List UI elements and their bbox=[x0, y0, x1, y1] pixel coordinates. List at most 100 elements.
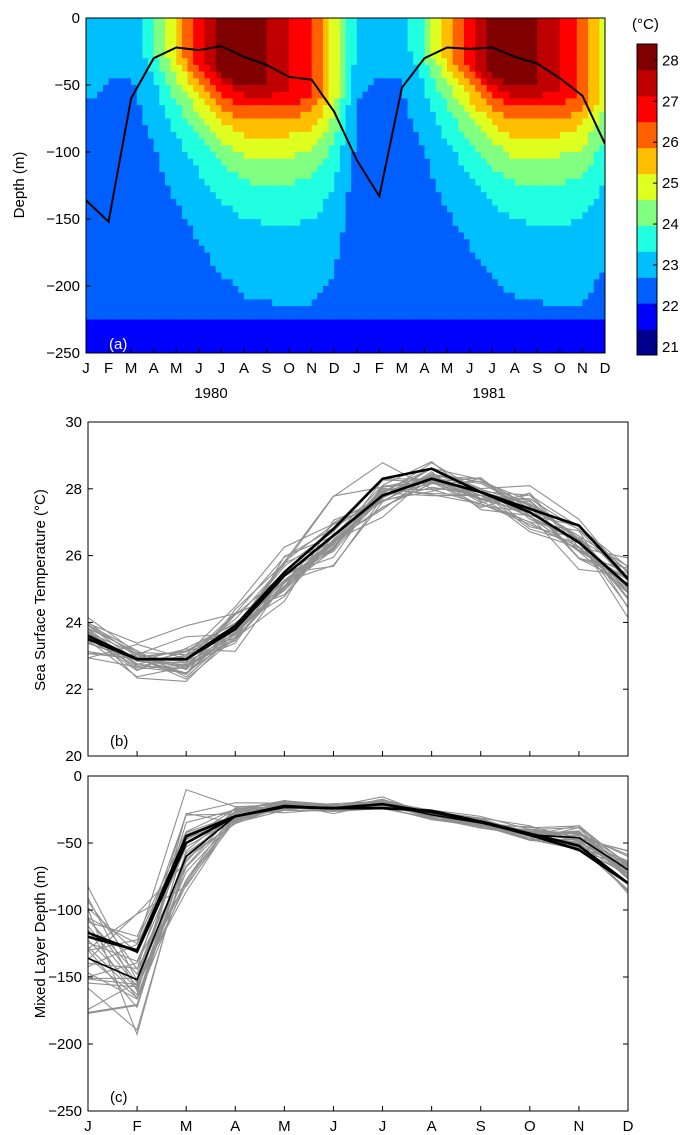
heatmap-cell bbox=[362, 306, 369, 314]
heatmap-cell bbox=[469, 232, 477, 240]
heatmap-cell bbox=[125, 38, 132, 46]
heatmap-cell bbox=[497, 105, 505, 113]
heatmap-cell bbox=[328, 172, 336, 180]
heatmap-cell bbox=[108, 346, 116, 353]
heatmap-cell bbox=[227, 85, 234, 93]
heatmap-cell bbox=[362, 98, 369, 106]
heatmap-cell bbox=[227, 292, 234, 301]
heatmap-cell bbox=[520, 265, 527, 274]
heatmap-cell bbox=[531, 332, 539, 341]
heatmap-cell bbox=[232, 306, 240, 314]
heatmap-cell bbox=[413, 225, 420, 234]
heatmap-cell bbox=[131, 64, 138, 73]
heatmap-cell bbox=[119, 319, 127, 327]
heatmap-cell bbox=[588, 158, 595, 167]
heatmap-cell bbox=[125, 85, 132, 93]
heatmap-cell bbox=[401, 58, 409, 66]
heatmap-cell bbox=[272, 225, 279, 234]
heatmap-cell bbox=[210, 205, 217, 214]
heatmap-cell bbox=[114, 212, 121, 220]
heatmap-cell bbox=[492, 292, 499, 301]
heatmap-cell bbox=[497, 279, 505, 287]
heatmap-cell bbox=[514, 64, 522, 73]
heatmap-cell bbox=[170, 118, 178, 126]
heatmap-cell bbox=[300, 326, 307, 334]
heatmap-cell bbox=[294, 85, 302, 93]
heatmap-cell bbox=[272, 85, 279, 93]
heatmap-cell bbox=[492, 71, 499, 80]
heatmap-cell bbox=[526, 259, 533, 267]
heatmap-cell bbox=[599, 272, 605, 281]
heatmap-cell bbox=[435, 232, 443, 240]
heatmap-cell bbox=[249, 332, 257, 341]
heatmap-cell bbox=[187, 98, 194, 106]
heatmap-cell bbox=[497, 111, 505, 120]
heatmap-cell bbox=[311, 58, 319, 66]
heatmap-cell bbox=[368, 319, 375, 327]
heatmap-cell bbox=[198, 339, 206, 348]
heatmap-cell bbox=[582, 31, 589, 39]
heatmap-cell bbox=[255, 299, 262, 307]
heatmap-cell bbox=[153, 111, 161, 120]
heatmap-cell bbox=[204, 312, 211, 321]
heatmap-cell bbox=[486, 158, 493, 167]
heatmap-cell bbox=[526, 111, 533, 120]
heatmap-cell bbox=[322, 18, 330, 26]
heatmap-cell bbox=[463, 299, 471, 307]
heatmap-cell bbox=[131, 71, 138, 80]
heatmap-cell bbox=[159, 58, 166, 66]
heatmap-cell bbox=[593, 219, 601, 227]
heatmap-cell bbox=[593, 292, 601, 301]
heatmap-cell bbox=[430, 31, 437, 39]
heatmap-cell bbox=[475, 252, 482, 260]
heatmap-cell bbox=[588, 279, 595, 287]
heatmap-cell bbox=[542, 131, 550, 140]
heatmap-cell bbox=[108, 44, 116, 53]
heatmap-cell bbox=[322, 239, 330, 247]
heatmap-cell bbox=[108, 105, 116, 113]
heatmap-cell bbox=[356, 18, 364, 26]
heatmap-cell bbox=[204, 259, 211, 267]
heatmap-cell bbox=[351, 272, 358, 281]
heatmap-cell bbox=[475, 339, 482, 348]
heatmap-cell bbox=[97, 292, 104, 301]
heatmap-cell bbox=[582, 91, 589, 100]
heatmap-cell bbox=[509, 38, 516, 46]
heatmap-cell bbox=[368, 312, 375, 321]
heatmap-cell bbox=[339, 172, 347, 180]
heatmap-cell bbox=[334, 158, 341, 167]
heatmap-cell bbox=[142, 339, 149, 348]
heatmap-cell bbox=[565, 105, 572, 113]
heatmap-cell bbox=[599, 44, 605, 53]
heatmap-cell bbox=[97, 64, 104, 73]
heatmap-cell bbox=[362, 346, 369, 353]
heatmap-cell bbox=[542, 51, 550, 59]
heatmap-cell bbox=[97, 78, 104, 86]
heatmap-cell bbox=[559, 339, 567, 348]
heatmap-cell bbox=[232, 31, 240, 39]
heatmap-cell bbox=[418, 292, 426, 301]
heatmap-cell bbox=[317, 31, 324, 39]
heatmap-cell bbox=[215, 339, 223, 348]
heatmap-cell bbox=[215, 232, 223, 240]
heatmap-cell bbox=[204, 78, 211, 86]
heatmap-cell bbox=[306, 178, 313, 187]
heatmap-cell bbox=[492, 319, 499, 327]
heatmap-cell bbox=[125, 118, 132, 126]
heatmap-cell bbox=[238, 118, 245, 126]
heatmap-cell bbox=[131, 125, 138, 133]
heatmap-cell bbox=[164, 178, 172, 187]
heatmap-cell bbox=[148, 165, 155, 173]
heatmap-cell bbox=[356, 138, 364, 147]
heatmap-cell bbox=[554, 198, 561, 207]
heatmap-cell bbox=[148, 205, 155, 214]
heatmap-cell bbox=[142, 31, 149, 39]
heatmap-cell bbox=[463, 105, 471, 113]
heatmap-cell bbox=[159, 64, 166, 73]
heatmap-cell bbox=[356, 272, 364, 281]
heatmap-cell bbox=[260, 259, 268, 267]
heatmap-cell bbox=[266, 272, 273, 281]
heatmap-cell bbox=[306, 225, 313, 234]
heatmap-cell bbox=[181, 332, 189, 341]
heatmap-cell bbox=[181, 286, 189, 294]
